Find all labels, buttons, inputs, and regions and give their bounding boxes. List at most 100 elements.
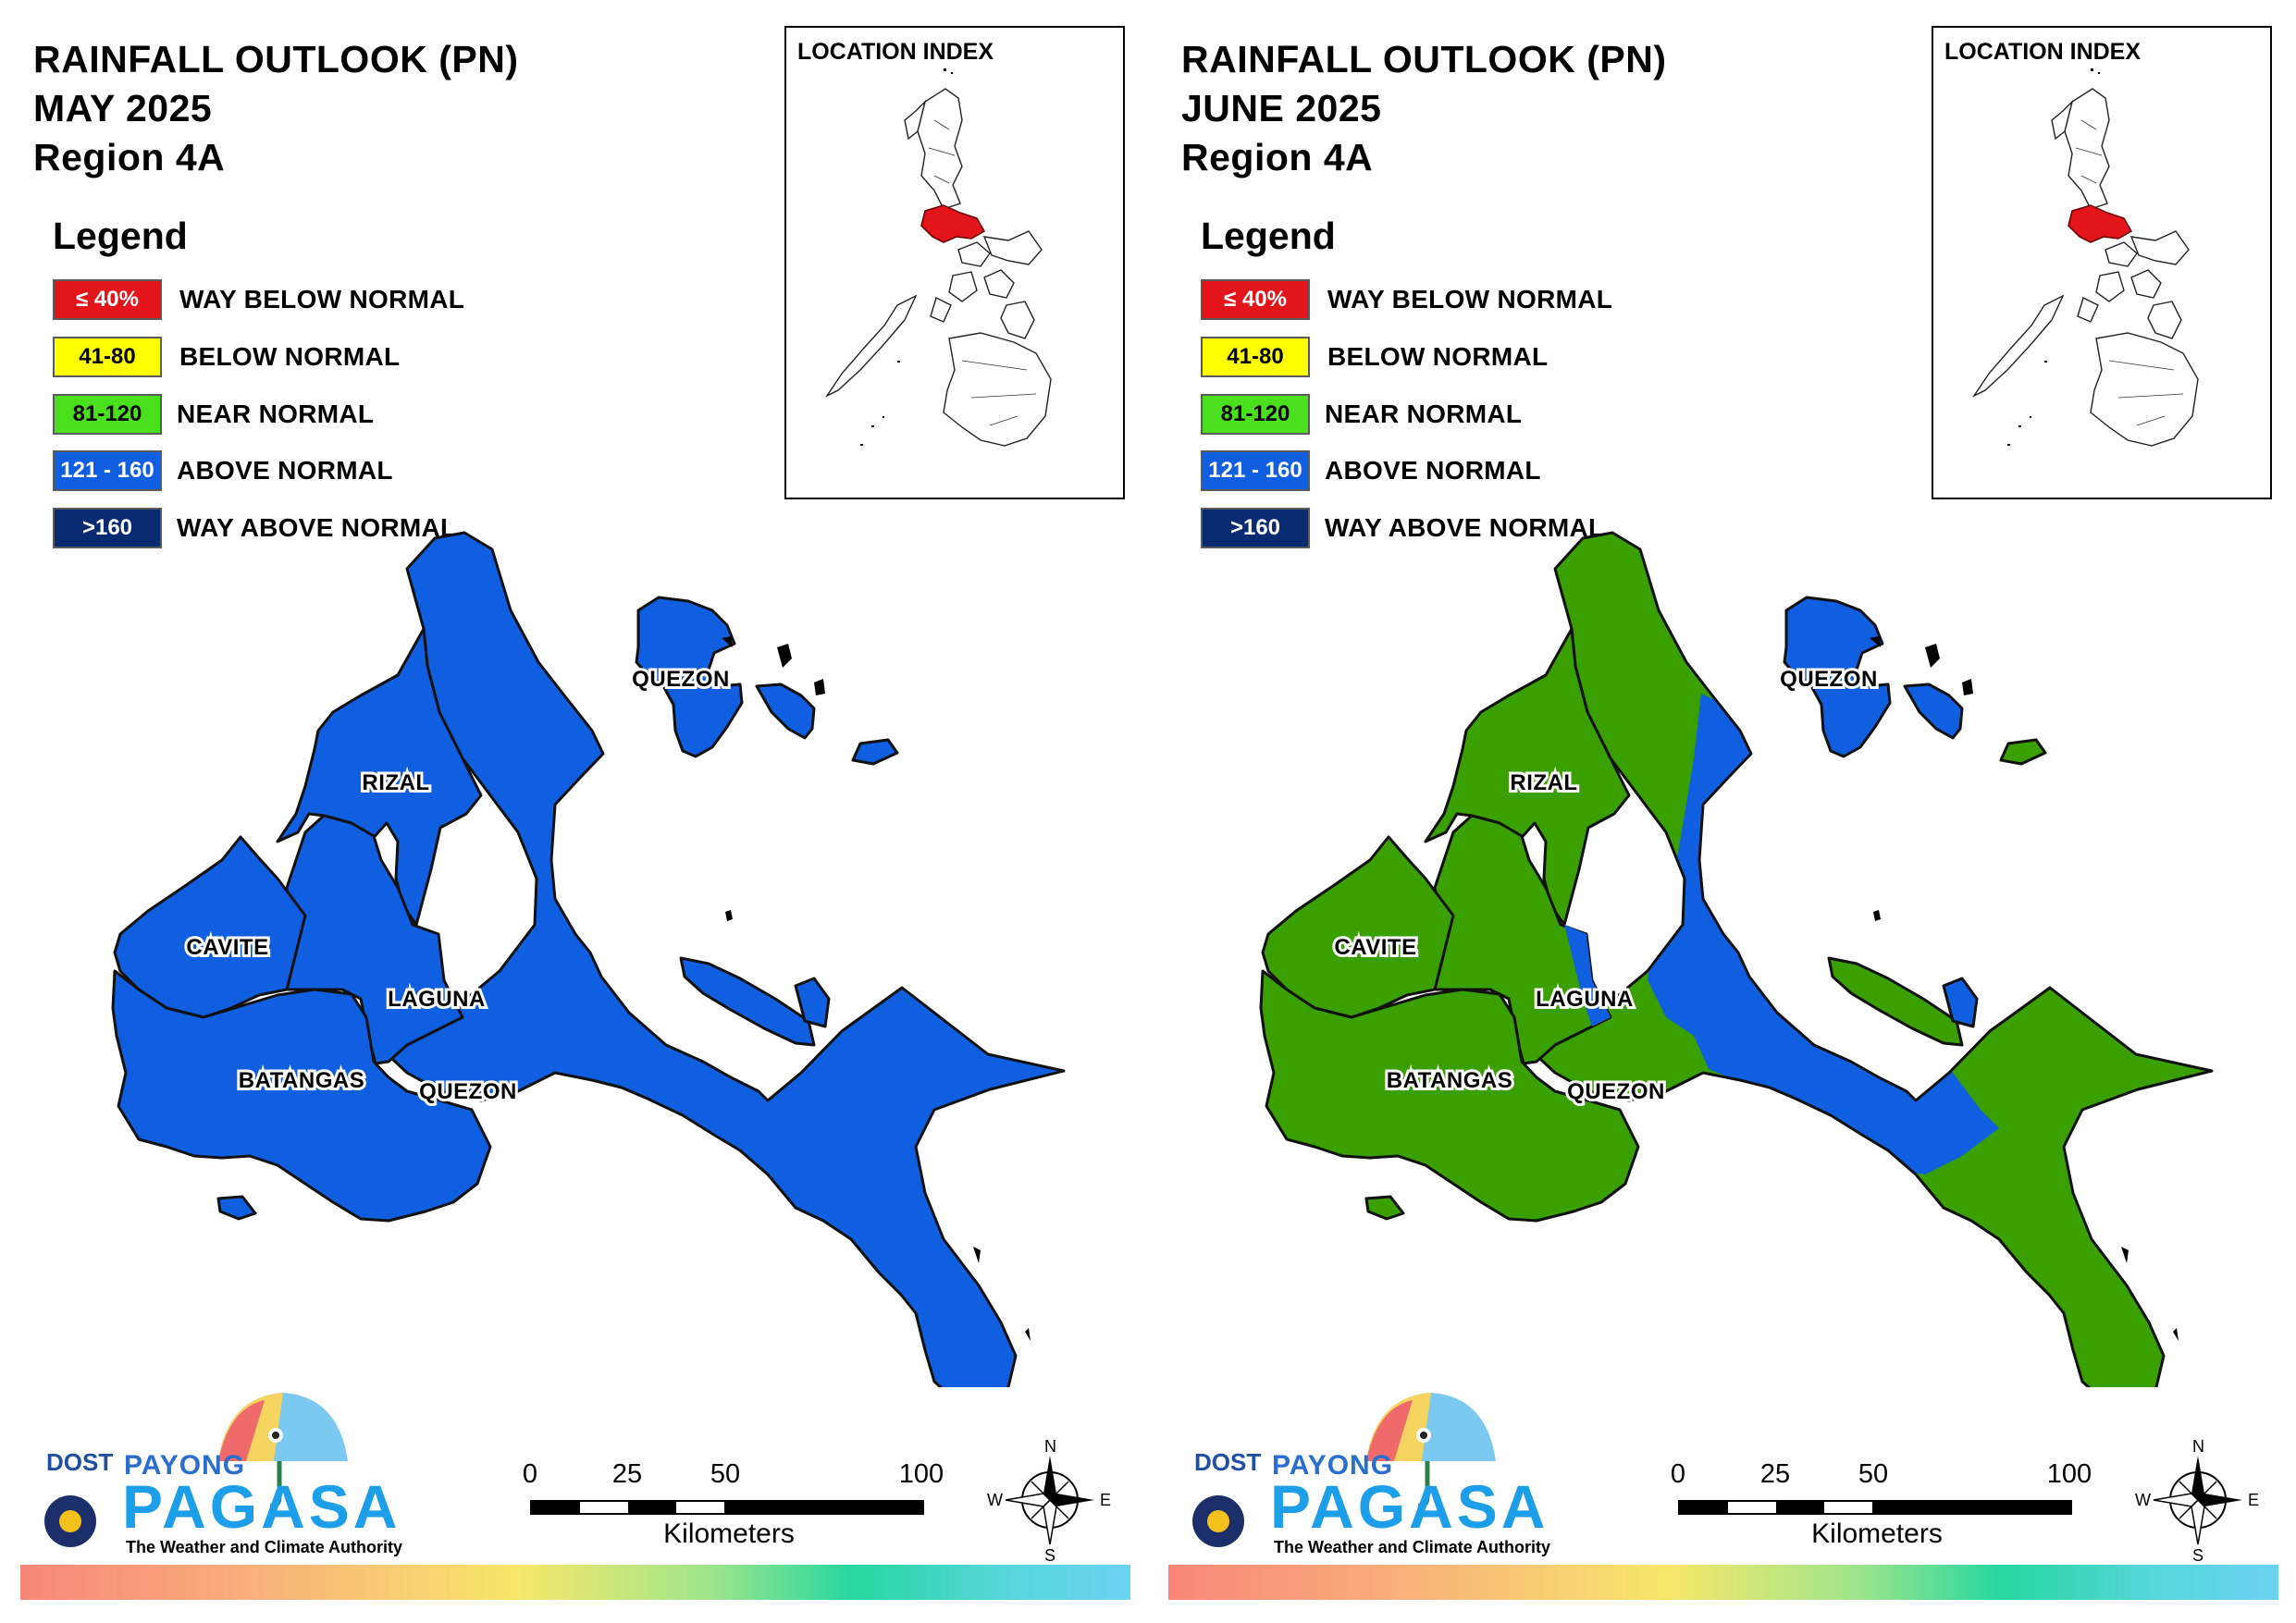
footer-gradient-bar bbox=[1168, 1565, 2278, 1600]
label-quezon-north: QUEZON bbox=[1780, 667, 1878, 692]
north-arrow-compass: N S W E bbox=[987, 1437, 1111, 1565]
island bbox=[1942, 977, 1979, 1028]
dost-text: DOST bbox=[46, 1448, 114, 1476]
title-line-2: MAY 2025 bbox=[33, 87, 213, 129]
legend-swatch: >160 bbox=[53, 508, 162, 548]
island bbox=[679, 956, 816, 1047]
label-cavite: CAVITE bbox=[186, 935, 268, 960]
label-laguna: LAGUNA bbox=[388, 987, 486, 1012]
province-cavite bbox=[1261, 835, 1455, 1019]
province-quezon-north bbox=[635, 596, 744, 758]
legend-swatch: 41-80 bbox=[53, 337, 162, 377]
compass-w: W bbox=[987, 1491, 1003, 1509]
philippines-locator-map bbox=[1971, 68, 2199, 447]
legend-swatch: ≤ 40% bbox=[1201, 279, 1310, 320]
label-rizal: RIZAL bbox=[362, 770, 429, 795]
tagline-text: The Weather and Climate Authority bbox=[1274, 1538, 1551, 1556]
legend-label: BELOW NORMAL bbox=[179, 342, 401, 371]
province-quezon bbox=[376, 531, 1066, 1387]
legend-label: WAY ABOVE NORMAL bbox=[1325, 513, 1605, 542]
label-quezon: QUEZON bbox=[419, 1079, 517, 1104]
scale-tick: 0 bbox=[1670, 1459, 1686, 1489]
province-batangas bbox=[111, 969, 492, 1223]
title-line-3: Region 4A bbox=[33, 136, 226, 178]
legend-swatch: 81-120 bbox=[1201, 394, 1310, 435]
payong-pagasa-logo: DOST PAYONG PAGASA The Weather and Clima… bbox=[1181, 1387, 1551, 1563]
label-laguna: LAGUNA bbox=[1536, 987, 1634, 1012]
island bbox=[755, 682, 816, 740]
payong-pagasa-logo: DOST PAYONG PAGASA The Weather and Clima… bbox=[33, 1387, 403, 1563]
compass-s: S bbox=[2192, 1546, 2204, 1565]
legend-swatch: >160 bbox=[1201, 508, 1310, 548]
laguna-blue-edge bbox=[1564, 925, 1611, 1027]
province-quezon bbox=[1525, 533, 2212, 1387]
legend-swatch: 121 - 160 bbox=[53, 450, 162, 491]
above-normal-band bbox=[1648, 694, 1999, 1174]
scale-tick: 0 bbox=[522, 1459, 538, 1489]
pagasa-text: PAGASA bbox=[122, 1472, 401, 1541]
label-rizal: RIZAL bbox=[1510, 770, 1577, 795]
legend-heading: Legend bbox=[1201, 215, 1336, 257]
legend-label: WAY BELOW NORMAL bbox=[1327, 285, 1613, 314]
compass-w: W bbox=[2135, 1491, 2151, 1509]
scale-bar-graphic bbox=[530, 1500, 924, 1515]
north-arrow-compass: N S W E bbox=[2135, 1437, 2259, 1565]
map-panel-june: RAINFALL OUTLOOK (PN) JUNE 2025 Region 4… bbox=[1148, 0, 2296, 1623]
scale-unit: Kilometers bbox=[663, 1518, 795, 1549]
label-quezon-north: QUEZON bbox=[632, 667, 730, 692]
scale-tick: 100 bbox=[898, 1459, 944, 1489]
location-index-inset: LOCATION INDEX bbox=[784, 26, 1125, 499]
title-line-1: RAINFALL OUTLOOK (PN) bbox=[1181, 38, 1667, 80]
scale-bar-graphic bbox=[1678, 1500, 2072, 1515]
compass-s: S bbox=[1044, 1546, 1056, 1565]
tagline-text: The Weather and Climate Authority bbox=[126, 1538, 403, 1556]
compass-e: E bbox=[2248, 1491, 2260, 1509]
map-panel-may: RAINFALL OUTLOOK (PN) MAY 2025 Region 4A… bbox=[20, 26, 1130, 1600]
payong-text: PAYONG bbox=[1272, 1450, 1394, 1481]
island bbox=[1827, 956, 1964, 1047]
title-line-3: Region 4A bbox=[1181, 136, 1374, 178]
province-batangas bbox=[1259, 969, 1640, 1223]
compass-rose-icon bbox=[2153, 1456, 2242, 1545]
map-title: RAINFALL OUTLOOK (PN) MAY 2025 Region 4A bbox=[33, 35, 518, 182]
dost-text: DOST bbox=[1194, 1448, 1262, 1476]
inset-title: LOCATION INDEX bbox=[797, 39, 994, 65]
legend-swatch: 81-120 bbox=[53, 394, 162, 435]
compass-n: N bbox=[2192, 1437, 2204, 1456]
scale-tick: 25 bbox=[611, 1459, 643, 1489]
legend-label: WAY ABOVE NORMAL bbox=[177, 513, 457, 542]
scale-tick: 25 bbox=[1759, 1459, 1791, 1489]
scale-tick: 50 bbox=[710, 1459, 741, 1489]
compass-n: N bbox=[1044, 1437, 1056, 1456]
province-cavite bbox=[113, 835, 307, 1019]
island bbox=[1364, 1195, 1405, 1221]
legend-label: NEAR NORMAL bbox=[1325, 400, 1523, 428]
region-4a-map: RIZAL CAVITE LAGUNA BATANGAS QUEZON QUEZ… bbox=[1259, 531, 2214, 1387]
scale-tick: 50 bbox=[1858, 1459, 1889, 1489]
island bbox=[794, 977, 831, 1028]
legend-label: BELOW NORMAL bbox=[1327, 342, 1549, 371]
pagasa-text: PAGASA bbox=[1270, 1472, 1549, 1541]
title-line-1: RAINFALL OUTLOOK (PN) bbox=[33, 38, 519, 80]
label-cavite: CAVITE bbox=[1334, 935, 1416, 960]
location-index-inset: LOCATION INDEX bbox=[1932, 26, 2272, 499]
map-title: RAINFALL OUTLOOK (PN) JUNE 2025 Region 4… bbox=[1181, 35, 1666, 182]
legend-label: ABOVE NORMAL bbox=[177, 456, 393, 485]
label-quezon: QUEZON bbox=[1567, 1079, 1665, 1104]
legend-swatch: 41-80 bbox=[1201, 337, 1310, 377]
compass-rose-icon bbox=[1005, 1456, 1094, 1545]
scale-tick: 100 bbox=[2046, 1459, 2092, 1489]
province-quezon-north bbox=[1783, 596, 1892, 758]
legend-label: WAY BELOW NORMAL bbox=[179, 285, 465, 314]
region-4a-map: RIZAL CAVITE LAGUNA BATANGAS QUEZON QUEZ… bbox=[111, 531, 1066, 1387]
philippines-locator-map bbox=[824, 68, 1052, 447]
island bbox=[216, 1195, 257, 1221]
scale-unit: Kilometers bbox=[1811, 1518, 1943, 1549]
umbrella-icon bbox=[44, 1393, 348, 1547]
label-batangas: BATANGAS bbox=[1387, 1068, 1512, 1093]
legend-label: NEAR NORMAL bbox=[177, 400, 375, 428]
payong-text: PAYONG bbox=[124, 1450, 246, 1481]
inset-title: LOCATION INDEX bbox=[1944, 39, 2142, 65]
legend-swatch: ≤ 40% bbox=[53, 279, 162, 320]
island bbox=[1903, 682, 1964, 740]
